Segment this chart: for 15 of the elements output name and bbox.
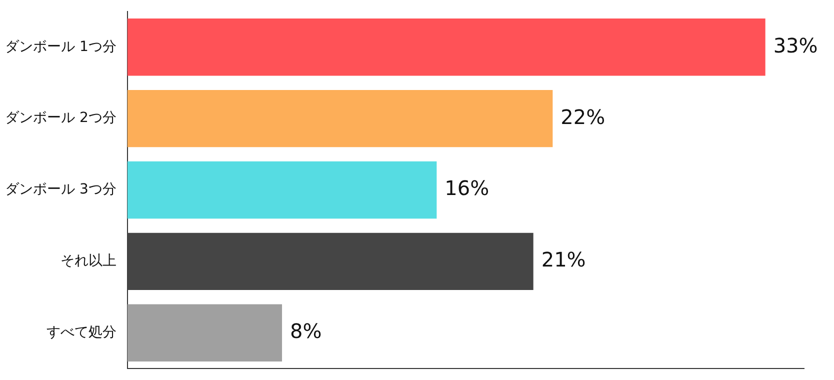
bar — [127, 90, 553, 148]
data-label: 21% — [541, 248, 586, 272]
y-tick-label: ダンボール 1つ分 — [5, 38, 116, 55]
data-label: 33% — [773, 33, 818, 58]
bar — [127, 304, 282, 362]
data-label: 16% — [444, 176, 490, 200]
bar — [127, 18, 766, 76]
data-label: 22% — [560, 104, 606, 129]
y-tick-label: それ以上 — [60, 253, 116, 270]
y-tick-label: ダンボール 3つ分 — [5, 182, 116, 198]
bar — [127, 161, 437, 219]
data-label: 8% — [290, 319, 322, 344]
y-tick-label: ダンボール 2つ分 — [5, 110, 116, 126]
y-tick-label: すべて処分 — [46, 324, 116, 341]
bar — [127, 232, 534, 290]
